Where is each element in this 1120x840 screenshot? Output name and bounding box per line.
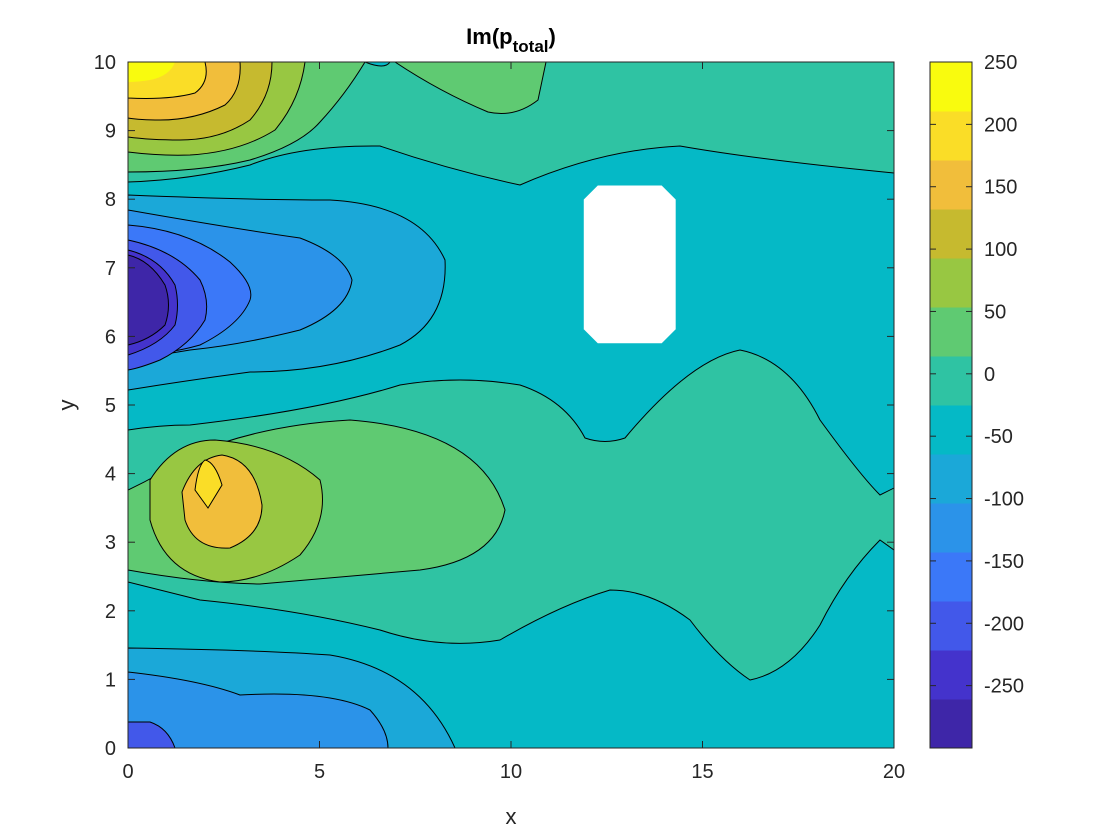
x-axis-label: x [506, 804, 517, 829]
colorbar-frame [929, 61, 973, 749]
colorbar-band [930, 111, 972, 161]
y-tick-label: 6 [105, 326, 116, 348]
x-tick-label: 20 [883, 761, 905, 783]
colorbar-band [930, 160, 972, 210]
colorbar-band [930, 601, 972, 651]
colorbar-band [930, 356, 972, 406]
obstacle-region [583, 185, 676, 344]
y-tick-label: 10 [94, 52, 116, 74]
colorbar-ticks: -250 -200 -150 -100 -50 0 50 100 150 200 250 [930, 52, 1024, 698]
colorbar-tick-label: -50 [984, 426, 1013, 448]
y-tick-label: 1 [105, 669, 116, 691]
colorbar-tick-label: 250 [984, 52, 1017, 74]
y-tick-label: 3 [105, 532, 116, 554]
colorbar-band [930, 503, 972, 553]
colorbar-tick-label: -100 [984, 489, 1024, 511]
colorbar-tick-label: 100 [984, 239, 1017, 261]
colorbar-tick-label: 150 [984, 177, 1017, 199]
colorbar-tick-label: -150 [984, 551, 1024, 573]
colorbar-tick-label: 200 [984, 114, 1017, 136]
colorbar-tick-label: -200 [984, 613, 1024, 635]
colorbar-band [930, 307, 972, 357]
colorbar-band [930, 258, 972, 308]
contour-band-bottom-blue2 [128, 671, 389, 748]
colorbar-tick-label: -250 [984, 676, 1024, 698]
title-main: Im(p [466, 24, 512, 49]
y-tick-label: 4 [105, 464, 116, 486]
y-tick-label: 9 [105, 121, 116, 143]
x-tick-label: 10 [500, 761, 522, 783]
y-tick-label: 8 [105, 189, 116, 211]
colorbar-band [930, 454, 972, 504]
colorbar-band [930, 650, 972, 700]
title-subscript: total [513, 37, 549, 56]
y-axis-ticks: 0 1 2 3 4 5 6 7 8 9 10 [94, 52, 894, 760]
colorbar-tick-label: 0 [984, 364, 995, 386]
colorbar [930, 62, 972, 749]
y-axis-label: y [54, 400, 79, 411]
y-tick-label: 7 [105, 258, 116, 280]
contour-band-upper-green [394, 62, 547, 114]
x-tick-label: 5 [314, 761, 325, 783]
y-tick-label: 5 [105, 395, 116, 417]
colorbar-band [930, 405, 972, 455]
contour-band-hot6 [128, 62, 175, 82]
contour-band-cold6 [128, 254, 169, 346]
x-axis-ticks: 0 5 10 15 20 [122, 62, 905, 783]
contour-band-lower-yellow [194, 459, 223, 509]
chart-title: Im(ptotal) [466, 24, 556, 56]
x-tick-label: 0 [122, 761, 133, 783]
colorbar-band [930, 209, 972, 259]
y-tick-label: 2 [105, 601, 116, 623]
x-tick-label: 15 [691, 761, 713, 783]
y-tick-label: 0 [105, 738, 116, 760]
colorbar-band [930, 552, 972, 602]
colorbar-tick-label: 50 [984, 301, 1006, 323]
title-close: ) [549, 24, 556, 49]
colorbar-band [930, 62, 972, 112]
contour-plot-area [128, 62, 894, 748]
colorbar-band [930, 699, 972, 749]
